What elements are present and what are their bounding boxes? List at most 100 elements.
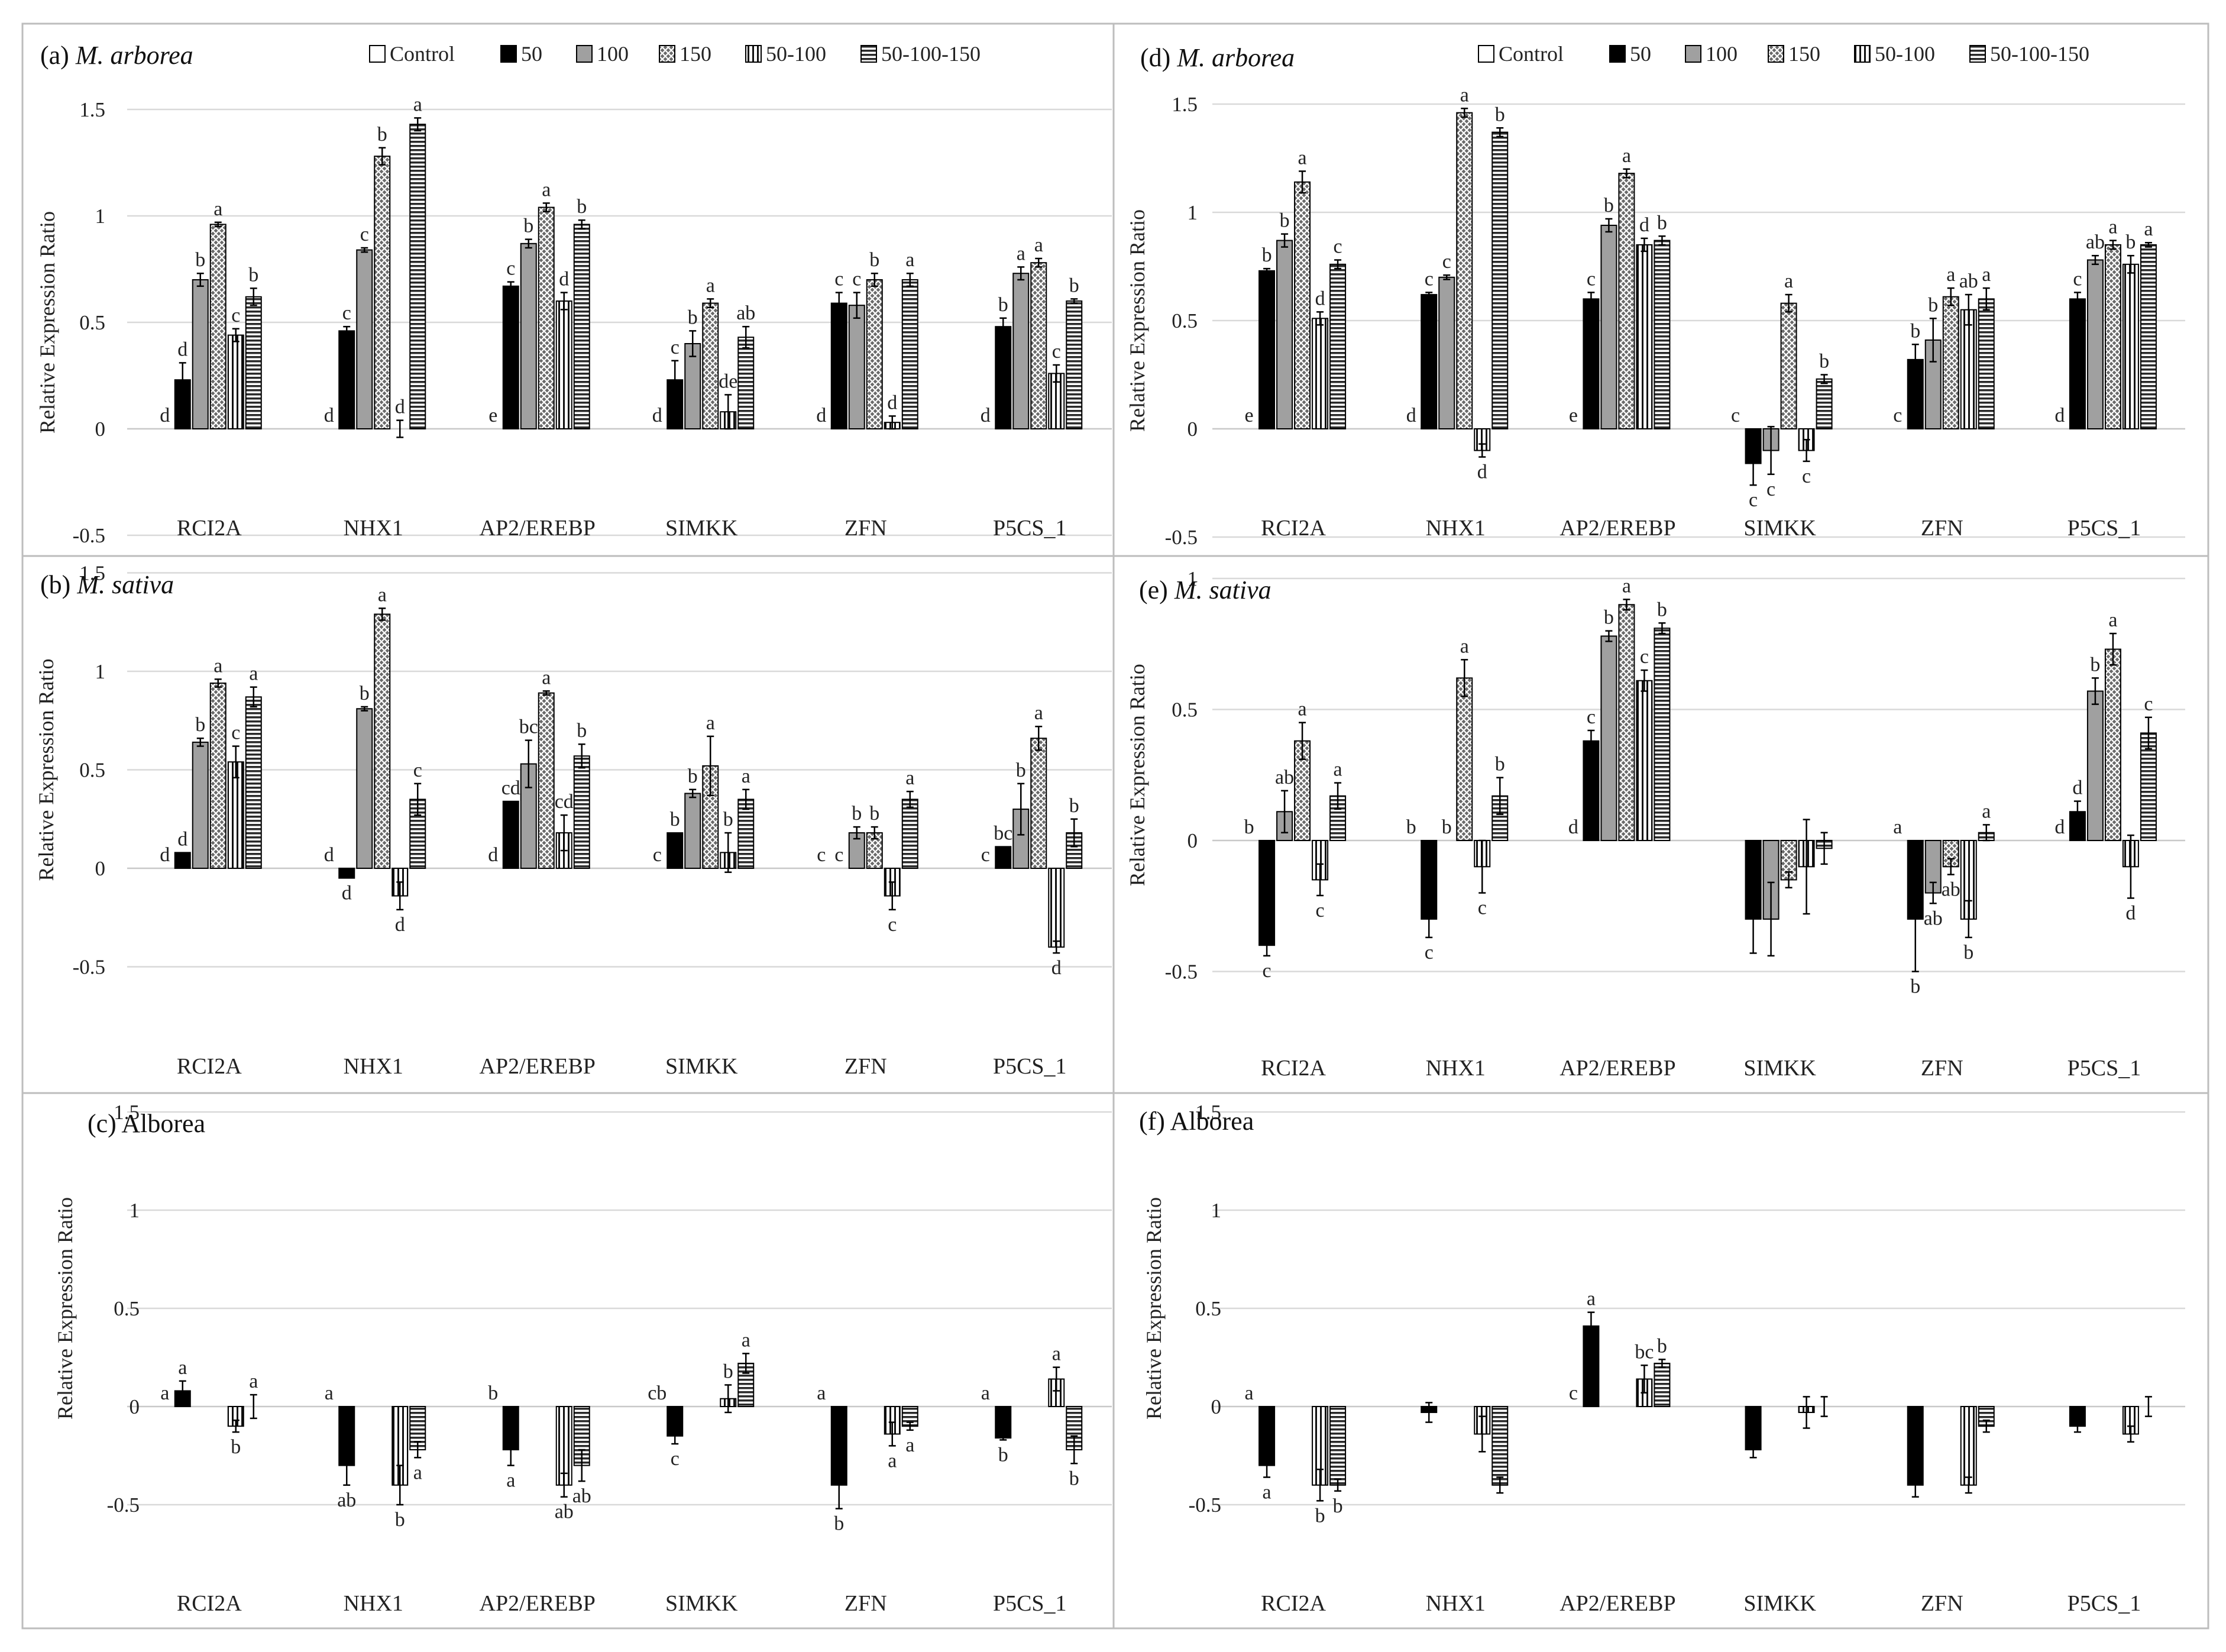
figure-frame	[21, 22, 2209, 1630]
significance-letter: a	[542, 667, 551, 688]
significance-letter: a	[1784, 270, 1793, 292]
legend-swatch-50-100-150	[1969, 45, 1986, 63]
significance-letter: b	[670, 809, 680, 830]
panel-title: (d) M. arborea	[1140, 43, 1295, 72]
bar-ap2-erebp-50-100	[555, 1406, 572, 1486]
category-label-simkk: SIMKK	[1743, 1591, 1816, 1616]
significance-letter: cb	[648, 1382, 666, 1404]
bar-rci2a-50-100-150	[245, 296, 262, 429]
legend-label-50: 50	[1630, 42, 1651, 66]
bar-ap2-erebp-50	[1583, 740, 1600, 842]
bar-zfn-50	[1907, 1406, 1924, 1486]
significance-letter: a	[542, 179, 551, 201]
y-tick-label: 1	[1188, 201, 1198, 224]
panel-title: (e) M. sativa	[1139, 576, 1271, 604]
legend-label-150: 150	[680, 42, 711, 66]
category-label-rci2a: RCI2A	[177, 516, 242, 541]
significance-letter: b	[869, 803, 879, 825]
bar-p5cs-1-50-100	[1048, 1378, 1065, 1408]
significance-letter: d	[1568, 816, 1578, 838]
bar-ap2-erebp-50-100	[1636, 244, 1653, 429]
y-tick-label: 0	[130, 1395, 140, 1418]
category-label-nhx1: NHX1	[344, 516, 403, 541]
significance-letter: b	[723, 809, 733, 830]
significance-letter: a	[1052, 1343, 1061, 1365]
significance-letter: ab	[1959, 270, 1978, 292]
significance-letter: b	[688, 306, 698, 328]
significance-letter: a	[706, 274, 715, 296]
significance-letter: b	[195, 249, 205, 271]
significance-letter: c	[834, 844, 843, 866]
y-tick-label: -0.5	[73, 524, 105, 547]
y-axis-label: Relative Expression Ratio	[1125, 209, 1149, 432]
significance-letter: bc	[994, 822, 1012, 844]
significance-letter: b	[1819, 351, 1829, 373]
y-tick-label: 1	[1188, 567, 1198, 590]
significance-letter: d	[816, 405, 826, 426]
significance-letter: b	[1604, 195, 1614, 216]
y-tick-label: 0	[95, 857, 106, 880]
bar-rci2a-50-100-150	[1329, 263, 1347, 429]
significance-letter: d	[324, 844, 334, 866]
bar-simkk-150	[702, 302, 719, 429]
bar-zfn-50	[830, 302, 847, 429]
bar-ap2-erebp-150	[1618, 604, 1635, 841]
significance-letter: cd	[555, 791, 574, 813]
significance-letter: a	[1298, 699, 1307, 720]
legend-label-100: 100	[597, 42, 629, 66]
panel-c: -0.5 0 0.5 1 1.5 Relative Expression Ratio (c)…	[53, 1101, 1112, 1616]
legend-swatch-50	[500, 45, 517, 63]
category-label-p5cs-1: P5CS_1	[2068, 516, 2141, 541]
bar-nhx1-50-100-150	[409, 124, 426, 429]
bar-ap2-erebp-50	[502, 800, 519, 869]
significance-letter: de	[719, 370, 737, 392]
bar-simkk-50-100-150	[1816, 378, 1833, 430]
y-axis-label: Relative Expression Ratio	[1125, 664, 1149, 886]
significance-letter: b	[248, 264, 258, 286]
significance-letter: d	[887, 392, 897, 413]
category-label-p5cs-1: P5CS_1	[993, 516, 1067, 541]
bar-p5cs-1-150	[2104, 648, 2121, 841]
bar-ap2-erebp-100	[1600, 635, 1617, 841]
bar-ap2-erebp-150	[538, 692, 555, 869]
y-axis-label: Relative Expression Ratio	[35, 211, 59, 434]
significance-letter: d	[324, 405, 334, 426]
bar-p5cs-1-100	[1012, 273, 1030, 429]
bar-ap2-erebp-50-100-150	[573, 755, 590, 869]
bar-zfn-50-100-150	[901, 279, 918, 429]
significance-letter: b	[1016, 759, 1026, 781]
significance-letter: a	[1946, 264, 1955, 286]
significance-letter: b	[1069, 1467, 1079, 1489]
significance-letter: b	[488, 1382, 498, 1404]
bar-nhx1-150	[1456, 677, 1473, 841]
category-label-zfn: ZFN	[845, 516, 887, 541]
significance-letter: a	[249, 1370, 258, 1392]
significance-letter: a	[413, 93, 422, 115]
significance-letter: a	[706, 712, 715, 734]
significance-letter: a	[2144, 218, 2153, 240]
significance-letter: d	[2054, 816, 2065, 838]
significance-letter: b	[1406, 816, 1416, 838]
significance-letter: a	[1460, 84, 1469, 106]
significance-letter: b	[360, 683, 370, 704]
significance-letter: b	[2125, 231, 2136, 253]
significance-letter: c	[653, 844, 662, 866]
significance-letter: c	[1569, 1382, 1578, 1404]
y-tick-label: 1.5	[114, 1101, 140, 1124]
significance-letter: d	[160, 844, 170, 866]
significance-letter: b	[1069, 274, 1079, 296]
bar-simkk-50-100-150	[737, 337, 755, 430]
significance-letter: ab	[1924, 907, 1943, 929]
significance-letter: b	[523, 215, 533, 237]
significance-letter: a	[378, 584, 387, 606]
bar-zfn-150	[1942, 296, 1959, 429]
bar-rci2a-50	[174, 852, 191, 869]
significance-letter: c	[817, 844, 826, 866]
bar-nhx1-100	[1438, 276, 1455, 429]
significance-letter: d	[395, 396, 405, 418]
category-label-simkk: SIMKK	[1743, 516, 1816, 541]
y-axis-label: Relative Expression Ratio	[53, 1197, 77, 1420]
bar-simkk-50-100-150	[737, 798, 755, 869]
significance-letter: b	[852, 803, 862, 825]
category-label-p5cs-1: P5CS_1	[993, 1591, 1067, 1616]
